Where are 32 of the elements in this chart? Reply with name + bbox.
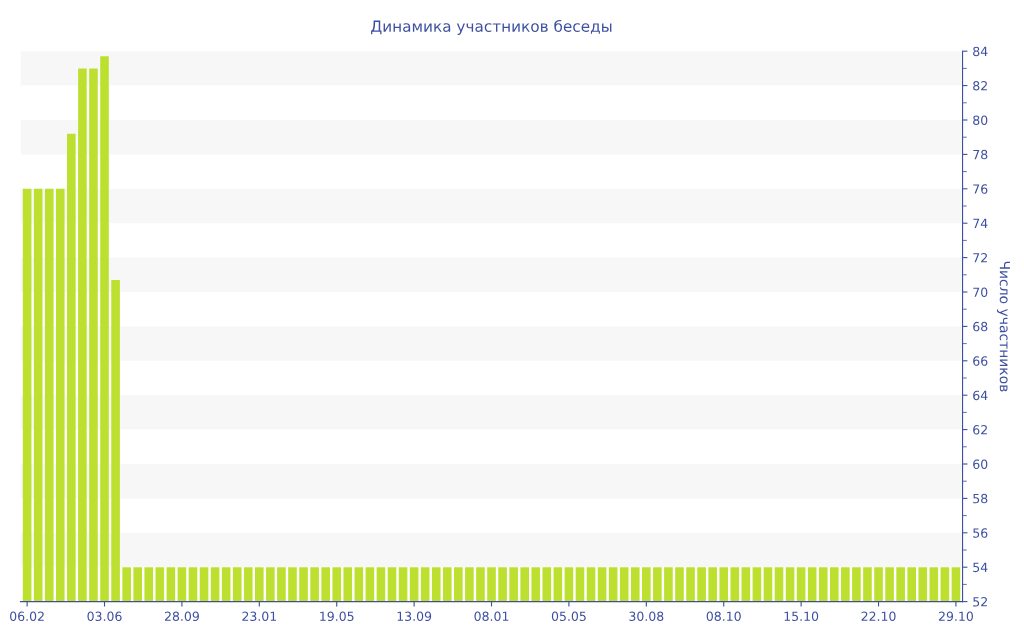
x-tick-label: 05.05 bbox=[551, 611, 586, 621]
x-tick-label: 28.09 bbox=[164, 611, 199, 621]
y-tick-label: 66 bbox=[973, 356, 988, 366]
x-tick-label: 15.10 bbox=[784, 611, 819, 621]
y-tick-label: 52 bbox=[973, 597, 987, 607]
y-tick-label: 80 bbox=[973, 115, 988, 125]
y-tick-label: 60 bbox=[973, 459, 988, 469]
x-tick-label: 03.06 bbox=[87, 611, 122, 621]
x-tick-label: 22.10 bbox=[861, 611, 896, 621]
y-tick-label: 54 bbox=[973, 562, 988, 573]
x-tick-label: 30.08 bbox=[629, 611, 664, 621]
x-tick-label: 13.09 bbox=[397, 611, 432, 621]
y-tick-label: 58 bbox=[973, 493, 988, 504]
x-tick-label: 29.10 bbox=[938, 611, 973, 621]
y-tick-label: 56 bbox=[973, 528, 988, 538]
y-tick-label: 70 bbox=[973, 287, 988, 297]
y-tick-label: 62 bbox=[973, 425, 987, 435]
chart-title: Динамика участников беседы bbox=[371, 19, 612, 35]
y-tick-label: 82 bbox=[973, 81, 987, 91]
y-axis-title: Число участников bbox=[996, 261, 1010, 392]
x-tick-label: 19.05 bbox=[320, 611, 354, 621]
y-tick-label: 68 bbox=[973, 321, 988, 332]
y-tick-label: 78 bbox=[973, 149, 988, 160]
y-tick-label: 76 bbox=[973, 184, 988, 194]
y-tick-label: 84 bbox=[973, 46, 988, 57]
x-tick-label: 06.02 bbox=[10, 611, 44, 621]
y-tick-label: 74 bbox=[973, 218, 988, 228]
y-tick-label: 64 bbox=[973, 390, 988, 401]
x-tick-label: 08.10 bbox=[706, 611, 741, 621]
x-tick-label: 08.01 bbox=[474, 611, 509, 621]
x-tick-label: 23.01 bbox=[242, 611, 277, 621]
y-tick-label: 72 bbox=[973, 253, 987, 263]
